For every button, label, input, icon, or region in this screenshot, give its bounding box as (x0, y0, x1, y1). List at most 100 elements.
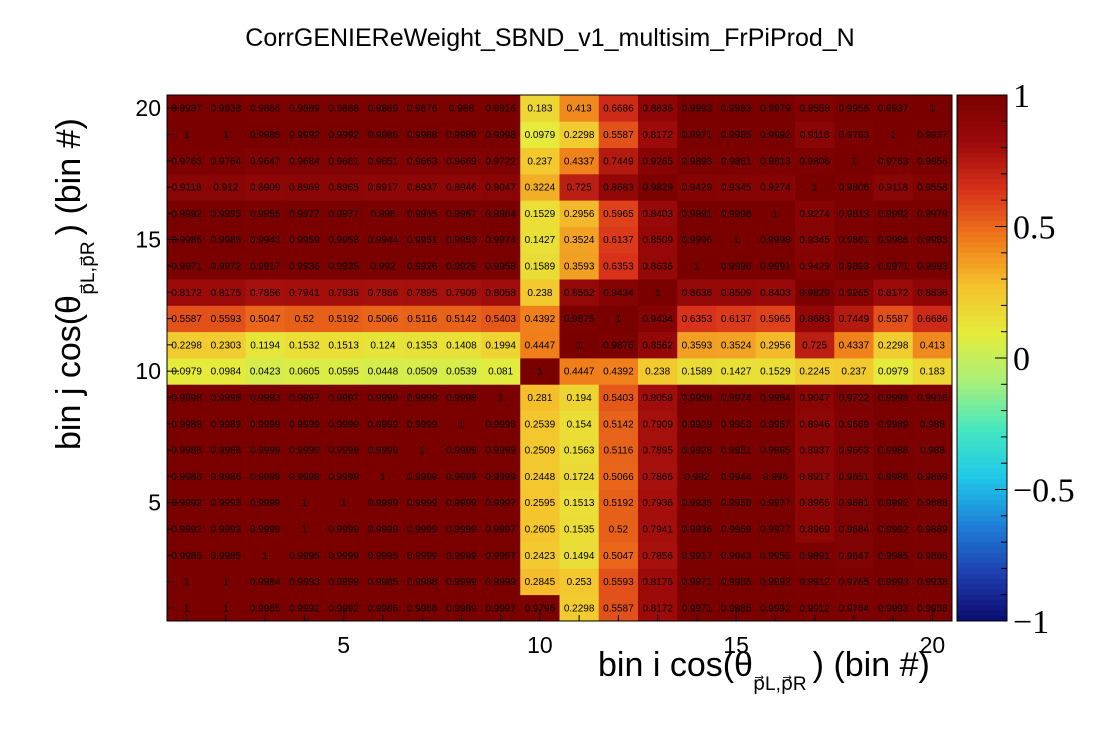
heatmap-cell (716, 436, 757, 464)
color-scale-segment (957, 105, 1007, 112)
heatmap-cell-value: 0.9345 (721, 183, 752, 194)
heatmap-cell (598, 200, 639, 227)
heatmap-cell (520, 121, 560, 148)
heatmap-cell (834, 95, 874, 122)
color-scale-segment (957, 605, 1007, 611)
heatmap-cell (795, 279, 835, 306)
heatmap-cell (755, 226, 796, 254)
heatmap-cell-value: 0.9647 (839, 551, 870, 562)
heatmap-cell-value: 0.9988 (171, 446, 202, 457)
heatmap-cell-value: 0.183 (920, 367, 945, 378)
heatmap-cell-value: 0.9889 (289, 104, 320, 115)
heatmap-cell (167, 331, 207, 359)
heatmap-cell (795, 200, 835, 227)
heatmap-cell-value: 0.9937 (878, 104, 909, 115)
heatmap-cell (324, 489, 364, 517)
heatmap-cell (363, 305, 403, 333)
heatmap-cell-value: 0.9984 (760, 393, 791, 404)
heatmap-cell (324, 358, 364, 385)
heatmap-cell (873, 305, 914, 333)
heatmap-cell (638, 410, 678, 438)
color-scale-segment (957, 294, 1007, 301)
heatmap-cell-value: 0.9977 (328, 209, 359, 220)
heatmap-cell (441, 173, 482, 201)
heatmap-cell (755, 279, 796, 306)
heatmap-cell (638, 568, 678, 596)
heatmap-cell-value: 0.9866 (250, 104, 281, 115)
heatmap-cell-value: 0.9985 (721, 577, 752, 588)
heatmap-cell-value: 0.9663 (407, 156, 438, 167)
heatmap-cell-value: 0.9974 (485, 235, 516, 246)
color-scale-bar (956, 94, 1008, 622)
color-scale-segment (957, 494, 1007, 501)
color-scale-segment (957, 247, 1007, 254)
heatmap-cell (206, 279, 246, 306)
heatmap-cell-value: 0.9993 (211, 524, 242, 535)
heatmap-cell (441, 121, 482, 148)
heatmap-cell (795, 226, 835, 254)
heatmap-cell-value: 0.9953 (446, 235, 477, 246)
heatmap-cell-value: 0.9971 (878, 261, 909, 272)
heatmap-cell (598, 436, 639, 464)
heatmap-cell-value: 0.1563 (564, 446, 595, 457)
color-scale-segment (957, 431, 1007, 438)
heatmap-cell-value: 0.9999 (250, 524, 281, 535)
heatmap-cell (873, 279, 914, 306)
heatmap-cell-value: 0.5116 (407, 314, 437, 325)
heatmap-cell-value: 0.281 (527, 393, 552, 404)
heatmap-cell-value: 0.9951 (721, 446, 752, 457)
heatmap-cell-value: 0.9971 (682, 577, 713, 588)
color-scale-segment (957, 142, 1007, 149)
heatmap-cell (245, 489, 286, 517)
color-scale-segment (957, 200, 1007, 206)
heatmap-cell-value: 0.9999 (446, 577, 477, 588)
color-scale-segment (957, 405, 1007, 412)
heatmap-cell-value: 0.9926 (407, 261, 438, 272)
heatmap-cell-value: 0.9999 (446, 472, 477, 483)
heatmap-cell (481, 279, 521, 306)
heatmap-cell-value: 0.8917 (799, 472, 830, 483)
heatmap-cell-value: 0.2605 (525, 524, 556, 535)
heatmap-cell (481, 121, 521, 148)
heatmap-cell (324, 331, 364, 359)
heatmap-cell (441, 200, 482, 227)
heatmap-cell (873, 463, 914, 490)
heatmap-cell-value: 0.9916 (917, 393, 948, 404)
heatmap-cell-value: 0.237 (841, 367, 866, 378)
heatmap-cell (834, 463, 874, 490)
heatmap-cell-value: 0.9684 (289, 156, 320, 167)
heatmap-cell-value: 0.9999 (250, 472, 281, 483)
heatmap-cell (363, 410, 403, 438)
heatmap-cell-value: 0.8176 (642, 577, 673, 588)
heatmap-cell (284, 173, 325, 201)
heatmap-cell (795, 95, 835, 122)
heatmap-cell-value: 0.9999 (407, 524, 438, 535)
heatmap-cell-value: 0.9992 (328, 130, 359, 141)
heatmap-cell (638, 252, 678, 280)
heatmap-cell-value: 0.7895 (407, 288, 438, 299)
heatmap-cell-value: 0.9889 (917, 524, 948, 535)
heatmap-cell-value: 0.1194 (250, 340, 280, 351)
heatmap-cell (363, 279, 403, 306)
heatmap-cell (677, 147, 717, 175)
heatmap-cell-value: 0.9861 (839, 235, 870, 246)
heatmap-cell (441, 358, 482, 385)
heatmap-cell (716, 384, 757, 411)
heatmap-cell-value: 1 (733, 235, 739, 246)
heatmap-cell (755, 358, 796, 385)
color-scale-segment (957, 221, 1007, 227)
heatmap-cell-value: 0.6353 (603, 261, 634, 272)
heatmap-cell (716, 95, 757, 122)
heatmap-cell-value: 0.0979 (525, 130, 556, 141)
heatmap-cell-value: 0.9936 (682, 524, 713, 535)
heatmap-cell (245, 121, 286, 148)
heatmap-cell (206, 436, 246, 464)
heatmap-cell-value: 0.9912 (799, 603, 830, 614)
color-scale-segment (957, 594, 1007, 601)
color-scale-segment (957, 352, 1007, 359)
heatmap-cell-value: 1 (537, 367, 543, 378)
heatmap-cell-value: 0.8917 (368, 183, 399, 194)
heatmap-cell (912, 252, 953, 280)
heatmap-cell (206, 542, 246, 569)
heatmap-cell (598, 331, 639, 359)
